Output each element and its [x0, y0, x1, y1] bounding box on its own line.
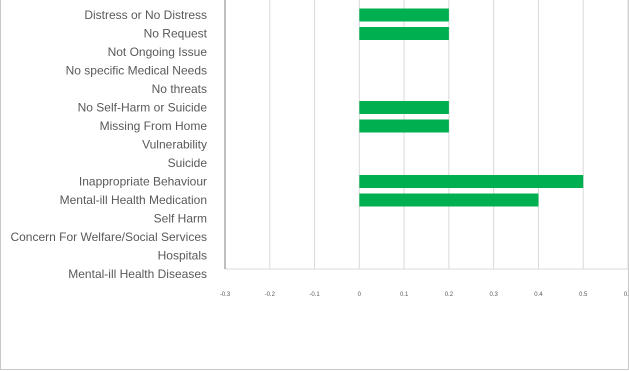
- x-tick-label: 0.5: [579, 292, 588, 298]
- x-tick-label: 0.3: [489, 292, 498, 298]
- category-label: Suicide: [168, 156, 208, 170]
- category-label: Vulnerability: [142, 138, 207, 152]
- category-label: No threats: [152, 82, 207, 96]
- bar: [359, 119, 449, 133]
- category-label: Mental-ill Health Medication: [60, 193, 207, 207]
- x-tick-label: -0.3: [220, 292, 231, 298]
- category-label: Inappropriate Behaviour: [79, 175, 207, 189]
- bar: [359, 101, 449, 114]
- category-label: Mental-ill Health Diseases: [68, 267, 207, 281]
- x-tick-label: 0.2: [445, 292, 454, 298]
- bar: [359, 193, 539, 207]
- bars: [359, 8, 584, 207]
- category-label: No Self-Harm or Suicide: [78, 101, 208, 115]
- category-label: Concern For Welfare/Social Services: [10, 230, 207, 244]
- x-tick-labels: -0.3 -0.2 -0.1 0 0.1 0.2 0.3 0.4 0.5 0.6: [220, 292, 629, 298]
- category-label: No Request: [144, 27, 208, 41]
- x-tick-label: -0.2: [265, 292, 276, 298]
- x-tick-label: 0.6: [624, 292, 629, 298]
- x-tick-label: -0.1: [309, 292, 320, 298]
- category-label: No specific Medical Needs: [66, 64, 207, 78]
- grid-lines: [225, 0, 629, 270]
- category-label: Hospitals: [158, 249, 207, 263]
- x-tick-label: 0.4: [534, 292, 543, 298]
- category-label: Not Ongoing Issue: [108, 45, 208, 59]
- category-labels: Distress or No Distress No Request Not Ong…: [10, 8, 207, 281]
- category-label: Missing From Home: [100, 119, 208, 133]
- bar: [359, 8, 449, 22]
- bar: [359, 27, 449, 40]
- category-label: Self Harm: [154, 212, 207, 226]
- x-tick-label: 0: [358, 292, 362, 298]
- bar: [359, 175, 584, 188]
- category-label: Distress or No Distress: [84, 8, 207, 22]
- x-tick-label: 0.1: [400, 292, 409, 298]
